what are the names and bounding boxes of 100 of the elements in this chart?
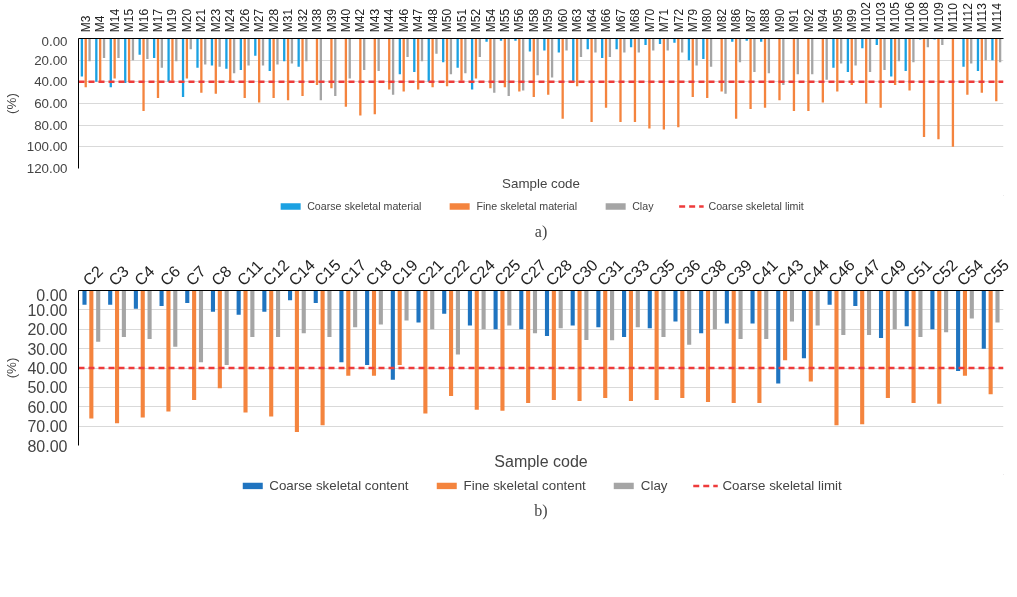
- y-tick-label: 50.00: [27, 379, 68, 397]
- x-tick-label: M106: [902, 1, 917, 33]
- legend-label: Fine skeletal material: [476, 200, 578, 212]
- y-tick-label: 100.00: [26, 139, 68, 155]
- x-tick-label: M54: [483, 8, 498, 33]
- x-tick-label: M48: [425, 8, 440, 33]
- x-tick-label: M71: [657, 8, 672, 33]
- x-tick-label: M21: [194, 8, 209, 33]
- x-tick-label: M108: [917, 1, 932, 33]
- x-tick-label: M32: [295, 8, 310, 33]
- y-tick-label: 20.00: [34, 52, 68, 68]
- legend-label: Coarse skeletal limit: [722, 477, 842, 493]
- x-tick-label: M91: [787, 8, 802, 33]
- legend-label: Coarse skeletal material: [307, 200, 422, 212]
- y-tick-label: 40.00: [34, 74, 68, 90]
- x-tick-label: M56: [512, 8, 527, 33]
- legend-label: Fine skeletal content: [463, 477, 586, 493]
- x-tick-label: M99: [845, 8, 860, 33]
- x-tick-label: M95: [830, 8, 845, 33]
- x-tick-label: M26: [237, 8, 252, 33]
- legend-label: Coarse skeletal limit: [708, 200, 804, 212]
- legend-label: Clay: [632, 200, 654, 212]
- legend-label: Coarse skeletal content: [269, 477, 409, 493]
- y-tick-label: 60.00: [27, 398, 68, 416]
- x-tick-label: M39: [324, 8, 339, 33]
- x-axis-title: Sample code: [494, 452, 588, 470]
- x-tick-label: M72: [671, 8, 686, 33]
- x-tick-label: M20: [179, 8, 194, 33]
- text: b): [534, 501, 548, 520]
- x-tick-label: C6: [156, 262, 184, 289]
- y-axis-title: (%): [4, 357, 20, 379]
- x-tick-label: M79: [685, 8, 700, 33]
- x-tick-label: M80: [700, 8, 715, 33]
- y-tick-label: 120.00: [26, 161, 68, 176]
- x-tick-label: M42: [353, 8, 368, 33]
- x-tick-label: M50: [440, 8, 455, 33]
- x-tick-label: M60: [555, 8, 570, 33]
- x-tick-label: M103: [873, 1, 888, 33]
- x-tick-label: M40: [338, 8, 353, 33]
- x-tick-label: M14: [107, 8, 122, 33]
- x-tick-label: M55: [498, 8, 513, 33]
- x-tick-label: C3: [105, 262, 132, 289]
- x-tick-label: M19: [165, 8, 180, 33]
- x-tick-label: M114: [989, 2, 1004, 33]
- x-tick-label: M16: [136, 8, 151, 33]
- y-tick-label: 30.00: [27, 340, 68, 358]
- x-tick-label: M110: [946, 2, 961, 33]
- x-tick-label: M67: [613, 8, 628, 33]
- x-tick-label: M63: [570, 8, 585, 33]
- x-tick-label: M112: [960, 2, 975, 33]
- x-tick-label: M27: [252, 8, 267, 33]
- x-tick-label: M94: [816, 8, 831, 33]
- y-tick-label: 80.00: [34, 117, 68, 133]
- x-tick-label: M59: [541, 8, 556, 33]
- y-tick-label: 0.00: [36, 286, 68, 304]
- x-tick-label: C2: [79, 262, 107, 289]
- x-tick-label: M51: [454, 8, 469, 33]
- y-axis-title: (%): [3, 93, 19, 114]
- x-tick-label: M38: [310, 8, 325, 33]
- y-tick-label: 20.00: [27, 321, 68, 339]
- x-tick-label: C8: [208, 262, 235, 289]
- x-tick-label: M90: [772, 8, 787, 33]
- x-tick-label: M31: [281, 8, 296, 33]
- text: a): [534, 222, 548, 241]
- x-tick-label: M64: [584, 8, 599, 33]
- x-tick-label: M92: [801, 8, 816, 33]
- x-tick-label: M28: [266, 8, 281, 33]
- x-tick-label: M66: [599, 8, 614, 33]
- x-tick-label: M109: [931, 1, 946, 33]
- x-tick-label: M87: [743, 8, 758, 33]
- x-tick-label: M113: [975, 2, 990, 33]
- x-tick-label: M44: [382, 8, 397, 33]
- y-tick-label: 70.00: [27, 418, 68, 436]
- x-tick-label: M70: [642, 8, 657, 33]
- x-tick-label: M52: [469, 8, 484, 33]
- x-tick-label: M4: [93, 15, 108, 33]
- x-tick-label: M82: [714, 8, 729, 33]
- y-tick-label: 40.00: [27, 360, 68, 377]
- y-tick-label: 10.00: [27, 301, 68, 319]
- x-tick-label: M23: [208, 8, 223, 33]
- x-tick-label: C4: [131, 262, 158, 289]
- x-tick-label: M105: [888, 1, 903, 33]
- x-tick-label: M43: [367, 8, 382, 33]
- x-tick-label: M17: [151, 8, 166, 33]
- x-tick-label: M15: [122, 8, 137, 33]
- x-tick-label: M88: [758, 8, 773, 33]
- y-tick-label: 80.00: [27, 437, 68, 455]
- x-tick-label: M68: [628, 8, 643, 33]
- x-tick-label: M58: [526, 8, 541, 33]
- x-tick-label: M102: [859, 1, 874, 33]
- x-axis-title: Sample code: [502, 175, 580, 191]
- x-tick-label: M46: [396, 8, 411, 33]
- x-tick-label: M86: [729, 8, 744, 33]
- y-tick-label: 60.00: [34, 96, 68, 111]
- y-tick-label: 0.00: [41, 33, 68, 49]
- legend-label: Clay: [640, 477, 668, 493]
- x-tick-label: C7: [182, 262, 210, 289]
- x-tick-label: M3: [78, 15, 93, 33]
- x-tick-label: M24: [223, 8, 238, 33]
- x-tick-label: M47: [411, 8, 426, 33]
